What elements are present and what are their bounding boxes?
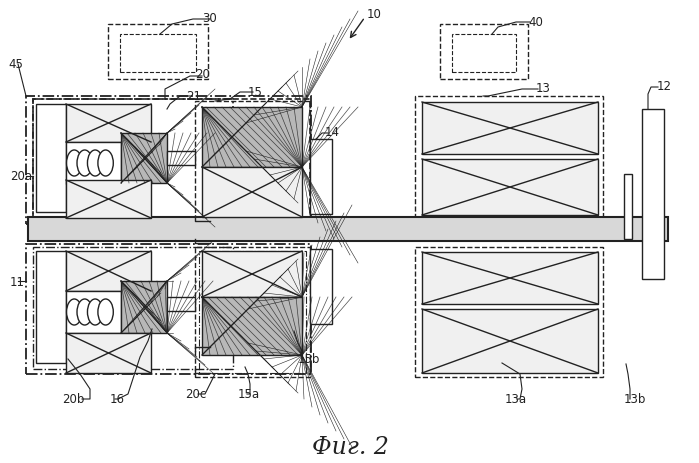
Bar [66,181,151,219]
Ellipse shape [77,150,92,177]
Text: 21: 21 [186,89,201,102]
Bar [121,134,167,184]
Bar [310,250,332,324]
Ellipse shape [66,150,82,177]
Bar [422,160,598,216]
Bar [66,291,121,333]
Bar [167,297,195,311]
Ellipse shape [98,300,113,325]
Bar [36,105,66,213]
Bar [121,282,167,333]
Bar [28,218,668,242]
Bar [202,251,302,297]
Text: 12: 12 [657,79,672,92]
Bar [167,152,195,166]
Bar [422,103,598,155]
Bar [108,25,208,80]
Bar [66,251,151,291]
Bar [422,309,598,373]
Bar [66,105,151,143]
Ellipse shape [87,300,103,325]
Bar [33,247,233,369]
Text: 15b: 15b [298,353,320,366]
Text: 15: 15 [248,85,263,98]
Text: 14: 14 [325,125,340,138]
Bar [26,244,311,374]
Text: 40: 40 [528,15,543,28]
Text: 20a: 20a [10,170,32,183]
Ellipse shape [77,300,92,325]
Bar [202,108,302,168]
Text: 20b: 20b [62,393,85,406]
Text: Фиг. 2: Фиг. 2 [312,436,389,458]
Bar [195,102,310,221]
Text: 15a: 15a [238,388,260,400]
Ellipse shape [66,300,82,325]
Text: 11: 11 [10,275,25,288]
Bar [26,97,311,225]
Bar [624,175,632,239]
Bar [199,251,306,373]
Ellipse shape [87,150,103,177]
Bar [33,100,310,219]
Bar [452,35,516,73]
Bar [642,110,664,279]
Bar [415,247,603,377]
Bar [66,143,121,185]
Text: 16: 16 [110,393,125,406]
Bar [422,252,598,304]
Text: 10: 10 [367,7,382,20]
Text: 20c: 20c [185,388,206,400]
Text: 45: 45 [8,58,23,71]
Bar [415,97,603,221]
Bar [440,25,528,80]
Bar [120,35,196,73]
Bar [66,333,151,373]
Text: 30: 30 [202,12,217,25]
Ellipse shape [98,150,113,177]
Text: 13b: 13b [624,393,647,406]
Bar [33,100,233,218]
Bar [310,140,332,214]
Text: 13: 13 [536,81,551,94]
Bar [195,247,310,377]
Bar [36,251,66,363]
Text: 13a: 13a [505,393,527,406]
Text: 20: 20 [195,69,210,81]
Bar [202,297,302,355]
Bar [202,168,302,218]
